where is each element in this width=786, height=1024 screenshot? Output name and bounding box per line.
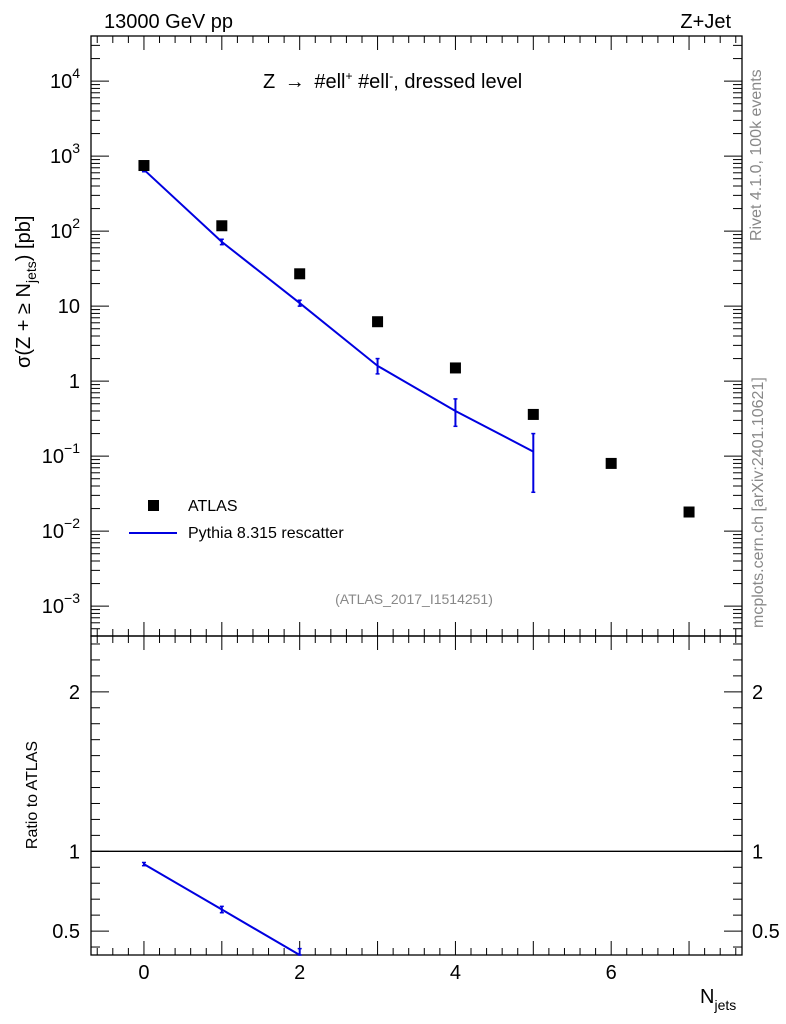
main-y-tick-label: 10−2 xyxy=(42,515,80,543)
ratio-axis-ticks xyxy=(91,643,742,948)
y-tick-exponent: −1 xyxy=(64,440,80,456)
x-title-subscript: jets xyxy=(713,997,736,1013)
y-tick-base: 10 xyxy=(42,446,64,468)
atlas-data-point xyxy=(372,316,384,328)
atlas-data-point xyxy=(449,362,461,374)
title-arrow: → xyxy=(285,71,305,93)
pythia-series-line xyxy=(143,168,534,453)
atlas-data-point xyxy=(605,457,617,469)
x-tick-label: 4 xyxy=(450,962,461,984)
y-title-close: ) [pb] xyxy=(13,216,35,262)
y-tick-base: 10 xyxy=(50,221,72,243)
atlas-data-point xyxy=(216,220,228,232)
y-tick-base: 1 xyxy=(69,371,80,393)
main-y-tick-label: 104 xyxy=(50,65,80,93)
title-ell-2: #ell xyxy=(358,71,389,93)
ratio-y-tick-label-left: 1 xyxy=(69,841,80,863)
atlas-data-point xyxy=(683,506,695,518)
ratio-y-tick-label-right: 1 xyxy=(752,841,763,863)
header-energy-label: 13000 GeV pp xyxy=(104,11,233,33)
ratio-y-tick-label-right: 0.5 xyxy=(752,921,780,943)
main-axis-ticks xyxy=(91,35,742,955)
title-sup-2: - xyxy=(389,69,393,83)
y-tick-exponent: 3 xyxy=(72,140,80,156)
mcplots-credit-label: mcplots.cern.ch [arXiv:2401.10621] xyxy=(750,377,767,628)
ratio-plot-frame xyxy=(90,635,743,956)
x-tick-label: 2 xyxy=(294,962,305,984)
y-tick-exponent: 4 xyxy=(72,65,80,81)
ratio-y-tick-label-left: 2 xyxy=(69,682,80,704)
x-axis-title: Njets xyxy=(700,986,736,1013)
ratio-y-tick-label-right: 2 xyxy=(752,682,763,704)
y-tick-exponent: −3 xyxy=(64,590,80,606)
title-sup-1: + xyxy=(345,69,352,83)
atlas-data-point xyxy=(527,408,539,420)
analysis-watermark: (ATLAS_2017_I1514251) xyxy=(335,591,493,607)
title-ell-1: #ell xyxy=(314,71,345,93)
ratio-y-axis-title: Ratio to ATLAS xyxy=(24,741,41,849)
main-plot-frame xyxy=(90,35,743,637)
rivet-version-label: Rivet 4.1.0, 100k events xyxy=(748,69,765,241)
main-plot-title: Z → #ell+ #ell-, dressed level xyxy=(263,63,522,93)
main-y-tick-label: 1 xyxy=(69,371,80,393)
y-title-sigma: σ(Z + ≥ N xyxy=(13,283,35,368)
atlas-data-point xyxy=(294,268,306,280)
y-tick-exponent: −2 xyxy=(64,515,80,531)
x-tick-labels: 0 2 4 6 xyxy=(138,962,616,984)
x-tick-label: 6 xyxy=(606,962,617,984)
y-tick-base: 10 xyxy=(50,146,72,168)
title-rest: , dressed level xyxy=(393,71,522,93)
y-title-subscript: jets xyxy=(23,261,39,284)
ratio-series-layer xyxy=(141,861,302,956)
legend-atlas-label: ATLAS xyxy=(188,498,238,515)
title-z: Z xyxy=(263,71,275,93)
x-title-n: N xyxy=(700,986,714,1008)
main-series-layer xyxy=(138,160,695,518)
legend-pythia-label: Pythia 8.315 rescatter xyxy=(188,525,344,542)
atlas-data-point xyxy=(138,160,150,172)
legend-atlas-marker xyxy=(148,500,159,511)
main-y-tick-label: 10−1 xyxy=(42,440,80,468)
y-tick-base: 10 xyxy=(42,596,64,618)
x-tick-label: 0 xyxy=(138,962,149,984)
y-tick-base: 10 xyxy=(50,71,72,93)
y-tick-exponent: 2 xyxy=(72,215,80,231)
header-process-label: Z+Jet xyxy=(680,11,731,33)
ratio-y-tick-labels: 0.5 0.5 1 1 2 2 xyxy=(52,682,780,943)
main-y-tick-label: 102 xyxy=(50,215,80,243)
main-y-tick-label: 103 xyxy=(50,140,80,168)
y-tick-base: 10 xyxy=(42,521,64,543)
main-y-axis-title: σ(Z + ≥ Njets) [pb] xyxy=(13,216,39,368)
y-tick-base: 10 xyxy=(58,296,80,318)
legend: ATLAS Pythia 8.315 rescatter xyxy=(129,498,344,542)
main-y-tick-label: 10 xyxy=(58,296,80,318)
ratio-y-tick-label-left: 0.5 xyxy=(52,921,80,943)
main-y-tick-label: 10−3 xyxy=(42,590,80,618)
